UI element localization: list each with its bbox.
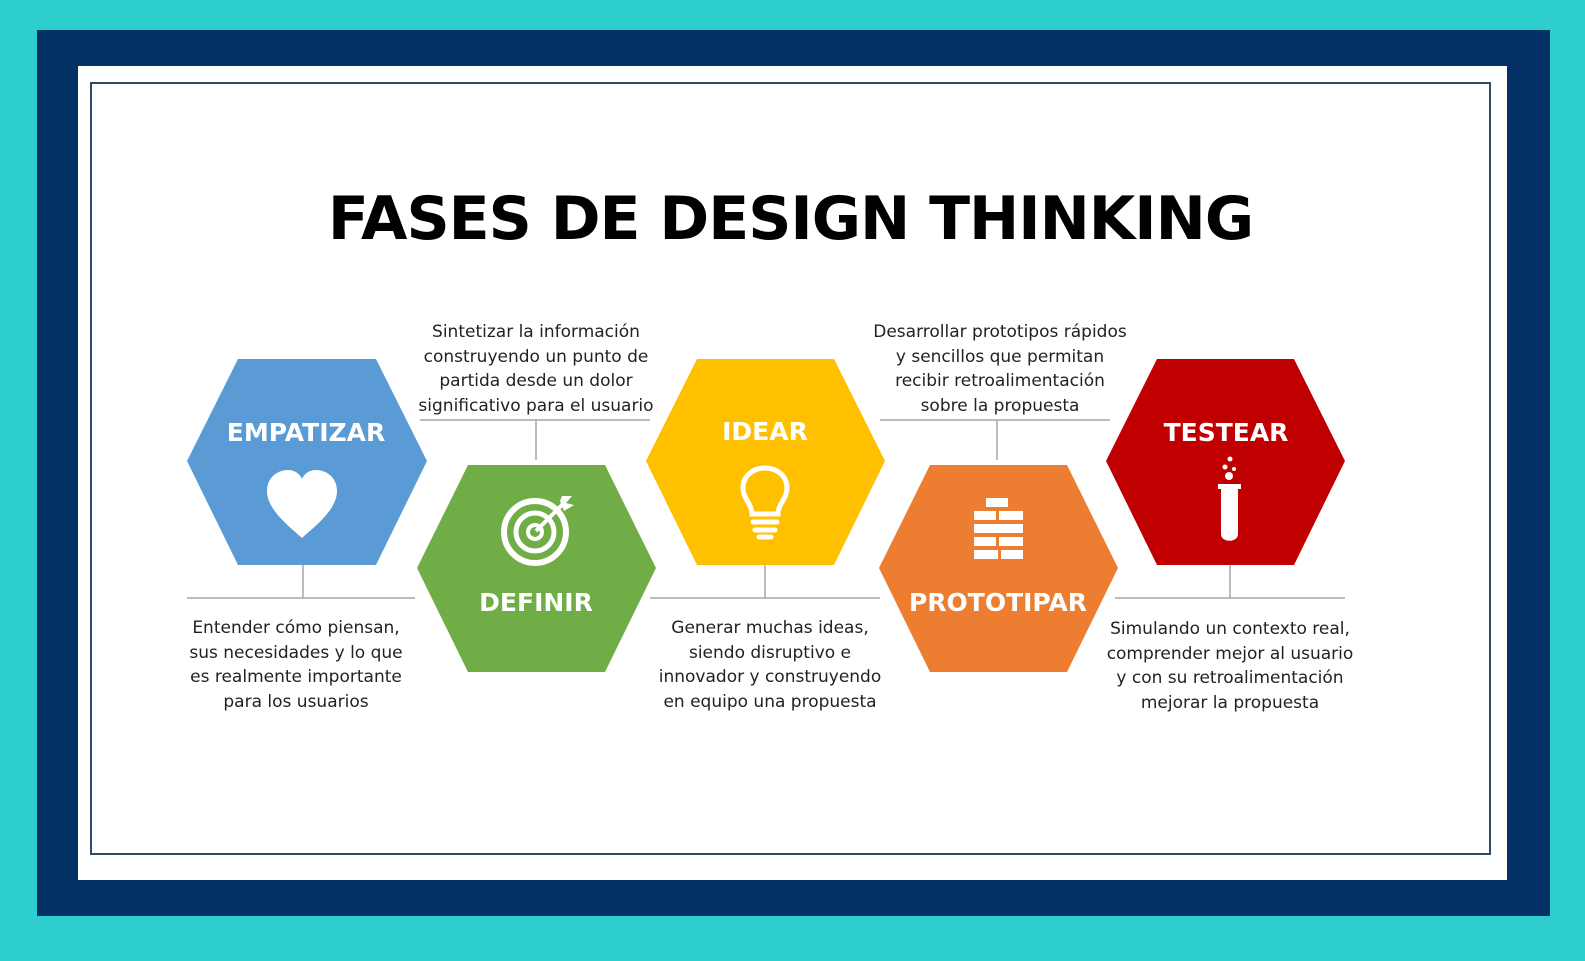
- hex-empatizar: EMPATIZAR: [187, 359, 427, 565]
- inner-border: [90, 82, 1491, 855]
- description-empatizar: Entender cómo piensan, sus necesidades y…: [189, 618, 403, 712]
- test-tube-icon: [1218, 456, 1241, 541]
- hex-label-prototipar: PROTOTIPAR: [909, 588, 1087, 617]
- hex-label-idear: IDEAR: [722, 417, 808, 446]
- description-prototipar: Desarrollar prototipos rápidos y sencill…: [873, 322, 1127, 416]
- hex-label-empatizar: EMPATIZAR: [227, 418, 385, 447]
- hex-shape-testear: [1106, 359, 1345, 565]
- page-title: FASES DE DESIGN THINKING: [327, 184, 1254, 254]
- hex-shape-idear: [646, 359, 885, 565]
- hex-definir: DEFINIR: [417, 465, 656, 672]
- hex-label-definir: DEFINIR: [479, 588, 593, 617]
- hex-label-testear: TESTEAR: [1164, 418, 1289, 447]
- bricks-icon: [974, 498, 1023, 559]
- target-icon: [501, 496, 574, 566]
- description-idear: Generar muchas ideas, siendo disruptivo …: [658, 618, 882, 712]
- hex-shape-definir: [417, 465, 656, 672]
- description-testear: Simulando un contexto real, comprender m…: [1106, 619, 1354, 713]
- description-definir: Sintetizar la información construyendo u…: [418, 322, 654, 416]
- connector-lines: [187, 419, 1345, 599]
- lightbulb-icon: [740, 465, 790, 540]
- hex-prototipar: PROTOTIPAR: [879, 465, 1118, 672]
- heart-icon: [267, 470, 337, 538]
- hex-shape-prototipar: [879, 465, 1118, 672]
- hex-idear: IDEAR: [646, 359, 885, 565]
- hex-testear: TESTEAR: [1106, 359, 1345, 565]
- hex-shape-empatizar: [187, 359, 427, 565]
